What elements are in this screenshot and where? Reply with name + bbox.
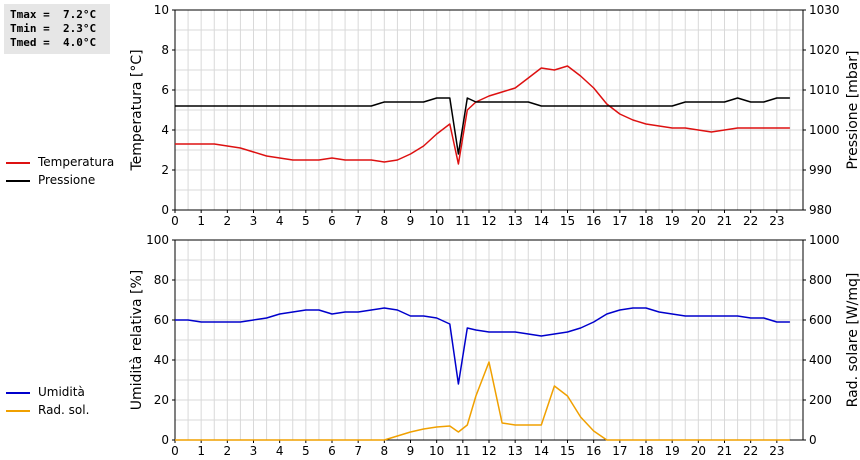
tmin-stat: Tmin = 2.3°C: [10, 22, 97, 35]
y-tick-label: 0: [161, 433, 169, 447]
x-tick-label: 3: [250, 444, 258, 458]
y2-tick-label: 1030: [809, 3, 840, 17]
x-tick-label: 1: [197, 444, 205, 458]
x-tick-label: 7: [354, 214, 362, 228]
x-tick-label: 6: [328, 214, 336, 228]
y2-tick-label: 1020: [809, 43, 840, 57]
y-tick-label: 4: [161, 123, 169, 137]
x-tick-label: 21: [717, 214, 732, 228]
tmed-stat: Tmed = 4.0°C: [10, 36, 97, 49]
y-axis-label: Temperatura [°C]: [129, 49, 145, 171]
y2-tick-label: 600: [809, 313, 832, 327]
tmax-stat: Tmax = 7.2°C: [10, 8, 97, 21]
x-tick-label: 15: [560, 214, 575, 228]
y2-tick-label: 200: [809, 393, 832, 407]
legend-umidita-label: Umidità: [38, 385, 85, 399]
legend-radsol: Rad. sol.: [6, 403, 89, 417]
legend-temperatura-swatch: [6, 161, 30, 164]
x-tick-label: 13: [508, 214, 523, 228]
x-tick-label: 7: [354, 444, 362, 458]
legend-pressione-swatch: [6, 179, 30, 182]
temperature-stats-box: Tmax = 7.2°C Tmin = 2.3°C Tmed = 4.0°C: [4, 4, 110, 54]
legend-temperatura: Temperatura: [6, 155, 114, 169]
legend-pressione: Pressione: [6, 173, 95, 187]
x-tick-label: 4: [276, 444, 284, 458]
x-tick-label: 23: [769, 214, 784, 228]
series-temperatura-line: [175, 65, 790, 165]
y-tick-label: 100: [146, 233, 169, 247]
legend-umidita-swatch: [6, 391, 30, 394]
x-tick-label: 14: [534, 444, 549, 458]
x-tick-label: 16: [586, 444, 601, 458]
y2-axis-label: Pressione [mbar]: [845, 50, 860, 169]
x-tick-label: 14: [534, 214, 549, 228]
x-tick-label: 0: [171, 214, 179, 228]
x-tick-label: 3: [250, 214, 258, 228]
legend-temperatura-label: Temperatura: [38, 155, 115, 169]
x-tick-label: 10: [429, 214, 444, 228]
x-tick-label: 22: [743, 214, 758, 228]
x-tick-label: 2: [224, 444, 232, 458]
series-rad-sol-line: [175, 361, 790, 441]
legend-pressione-label: Pressione: [38, 173, 96, 187]
y-tick-label: 60: [154, 313, 169, 327]
x-tick-label: 5: [302, 214, 310, 228]
x-tick-label: 21: [717, 444, 732, 458]
legend-umidita: Umidità: [6, 385, 85, 399]
x-tick-label: 17: [612, 214, 627, 228]
x-tick-label: 19: [665, 214, 680, 228]
x-tick-label: 15: [560, 444, 575, 458]
x-tick-label: 13: [508, 444, 523, 458]
y-tick-label: 0: [161, 203, 169, 217]
y-tick-label: 80: [154, 273, 169, 287]
y-tick-label: 8: [161, 43, 169, 57]
x-tick-label: 18: [638, 444, 653, 458]
x-tick-label: 6: [328, 444, 336, 458]
x-tick-label: 8: [381, 444, 389, 458]
x-tick-label: 19: [665, 444, 680, 458]
x-tick-label: 1: [197, 214, 205, 228]
y-axis-label: Umidità relativa [%]: [129, 270, 145, 411]
y2-tick-label: 980: [809, 203, 832, 217]
y2-axis-label: Rad. solare [W/mq]: [845, 273, 860, 408]
x-tick-label: 20: [691, 214, 706, 228]
x-tick-label: 22: [743, 444, 758, 458]
x-tick-label: 9: [407, 444, 415, 458]
y2-tick-label: 990: [809, 163, 832, 177]
y-tick-label: 20: [154, 393, 169, 407]
x-tick-label: 4: [276, 214, 284, 228]
series-umidit-line: [175, 307, 790, 385]
x-tick-label: 20: [691, 444, 706, 458]
y-tick-label: 40: [154, 353, 169, 367]
y-tick-label: 6: [161, 83, 169, 97]
y2-tick-label: 1010: [809, 83, 840, 97]
legend-radsol-label: Rad. sol.: [38, 403, 90, 417]
series-pressione-line: [175, 97, 790, 155]
x-tick-label: 17: [612, 444, 627, 458]
x-tick-label: 12: [481, 444, 496, 458]
y-tick-label: 2: [161, 163, 169, 177]
y-tick-label: 10: [154, 3, 169, 17]
x-tick-label: 12: [481, 214, 496, 228]
legend-radsol-swatch: [6, 409, 30, 412]
y2-tick-label: 400: [809, 353, 832, 367]
x-tick-label: 23: [769, 444, 784, 458]
y2-tick-label: 0: [809, 433, 817, 447]
y2-tick-label: 800: [809, 273, 832, 287]
x-tick-label: 5: [302, 444, 310, 458]
y2-tick-label: 1000: [809, 123, 840, 137]
x-tick-label: 10: [429, 444, 444, 458]
y2-tick-label: 1000: [809, 233, 840, 247]
x-tick-label: 9: [407, 214, 415, 228]
x-tick-label: 0: [171, 444, 179, 458]
x-tick-label: 11: [455, 214, 470, 228]
x-tick-label: 11: [455, 444, 470, 458]
x-tick-label: 2: [224, 214, 232, 228]
x-tick-label: 16: [586, 214, 601, 228]
x-tick-label: 8: [381, 214, 389, 228]
x-tick-label: 18: [638, 214, 653, 228]
